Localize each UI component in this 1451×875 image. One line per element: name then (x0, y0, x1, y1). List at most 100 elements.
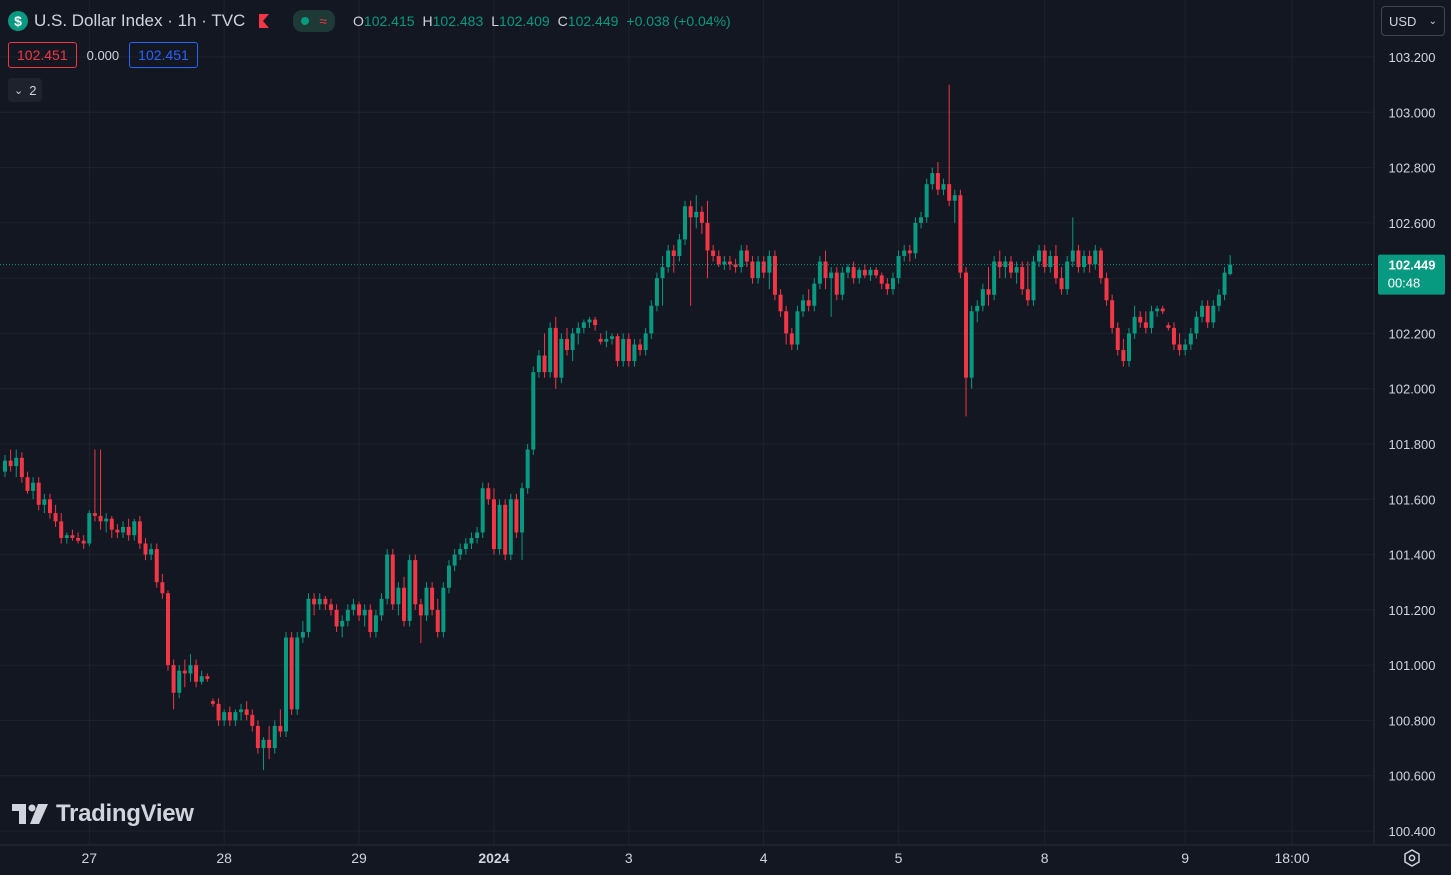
candle (1211, 300, 1216, 328)
candle (289, 631, 294, 715)
candle (750, 256, 755, 284)
candle (744, 244, 749, 268)
candle (553, 316, 558, 389)
currency-select[interactable]: USD ⌄ (1381, 6, 1445, 36)
change-value: +0.038 (+0.04%) (626, 13, 731, 29)
symbol-title[interactable]: U.S. Dollar Index · 1h · TVC (34, 11, 246, 30)
candle (806, 289, 811, 312)
candle (76, 532, 81, 544)
candle (115, 524, 120, 538)
ohlc-value: 102.483 (432, 13, 484, 29)
candle (772, 250, 777, 301)
candle (300, 620, 305, 644)
candle (373, 609, 378, 638)
buy-button[interactable]: 102.451 (129, 42, 198, 68)
candle (452, 549, 457, 572)
candle (87, 510, 92, 547)
candle (593, 316, 598, 331)
candle (902, 244, 907, 262)
last-price-badge: 102.449 00:48 (1378, 254, 1445, 295)
data-delay-icon: ≈ (319, 13, 328, 29)
candle (64, 532, 69, 544)
candle (975, 300, 980, 323)
flag-icon[interactable] (259, 14, 270, 28)
price-axis[interactable] (1374, 0, 1451, 845)
candle (3, 455, 7, 478)
gear-icon[interactable] (1403, 849, 1421, 867)
candle (312, 593, 317, 616)
candle (334, 604, 339, 632)
candle (1037, 244, 1042, 268)
candle (643, 327, 648, 356)
price-tick-label: 100.400 (1389, 824, 1436, 839)
candle (694, 195, 699, 229)
time-tick-label: 28 (216, 850, 232, 866)
candle (829, 267, 834, 317)
candle (525, 443, 530, 494)
candle (1003, 256, 1008, 279)
candle (952, 189, 957, 223)
time-tick-label: 4 (760, 850, 768, 866)
candle (1115, 322, 1120, 356)
candle (705, 200, 710, 279)
candle (727, 256, 732, 270)
candle (638, 338, 643, 356)
candle (177, 665, 182, 699)
candle (576, 322, 581, 345)
candle (160, 573, 165, 599)
indicators-toggle-button[interactable]: ⌄ 2 (8, 78, 43, 102)
candle (441, 582, 446, 638)
ohlc-value: 102.449 (567, 13, 619, 29)
candle (1093, 244, 1098, 270)
candle (19, 452, 24, 483)
candle (919, 211, 924, 229)
candle (823, 250, 828, 290)
candle (430, 582, 435, 616)
candle (199, 670, 204, 685)
dollar-icon[interactable]: $ (8, 11, 28, 31)
candle (1222, 267, 1227, 301)
candle (626, 333, 631, 367)
time-tick-label: 8 (1041, 850, 1049, 866)
candle (536, 350, 541, 378)
candle (396, 582, 401, 616)
candle (913, 217, 918, 259)
candle (284, 631, 288, 738)
candle (216, 698, 221, 726)
time-axis[interactable] (0, 845, 1451, 875)
time-tick-label: 9 (1181, 850, 1189, 866)
candle (143, 537, 148, 561)
ohlc-value: 102.415 (363, 13, 415, 29)
candle (801, 294, 806, 317)
candle (1059, 267, 1064, 295)
candle (632, 338, 637, 367)
ohlc-key: O (353, 13, 364, 29)
candle (165, 590, 170, 671)
candle (497, 499, 502, 555)
candle (817, 256, 822, 290)
candle (469, 532, 474, 550)
price-tick-label: 102.800 (1389, 161, 1436, 176)
candle (924, 178, 929, 223)
trade-buttons: 102.451 0.000 102.451 (8, 42, 198, 68)
sell-button[interactable]: 102.451 (8, 42, 77, 68)
candle (435, 598, 440, 638)
candle (104, 513, 109, 533)
candle (42, 493, 47, 514)
candle (194, 659, 199, 688)
candle (930, 167, 935, 190)
candle (491, 488, 496, 555)
price-scale-labels: 103.200103.000102.800102.600102.400102.2… (1389, 50, 1436, 839)
candle (587, 316, 592, 328)
candle (1110, 294, 1115, 334)
candle (255, 720, 260, 754)
candle (475, 526, 480, 544)
tradingview-logo[interactable]: TradingView (12, 800, 194, 828)
price-tick-label: 103.200 (1389, 50, 1436, 65)
time-tick-label: 29 (351, 850, 367, 866)
candle (1166, 322, 1171, 331)
ohlc-key: H (422, 13, 433, 29)
time-tick-label: 3 (625, 850, 633, 866)
market-status[interactable]: ≈ (293, 10, 336, 32)
